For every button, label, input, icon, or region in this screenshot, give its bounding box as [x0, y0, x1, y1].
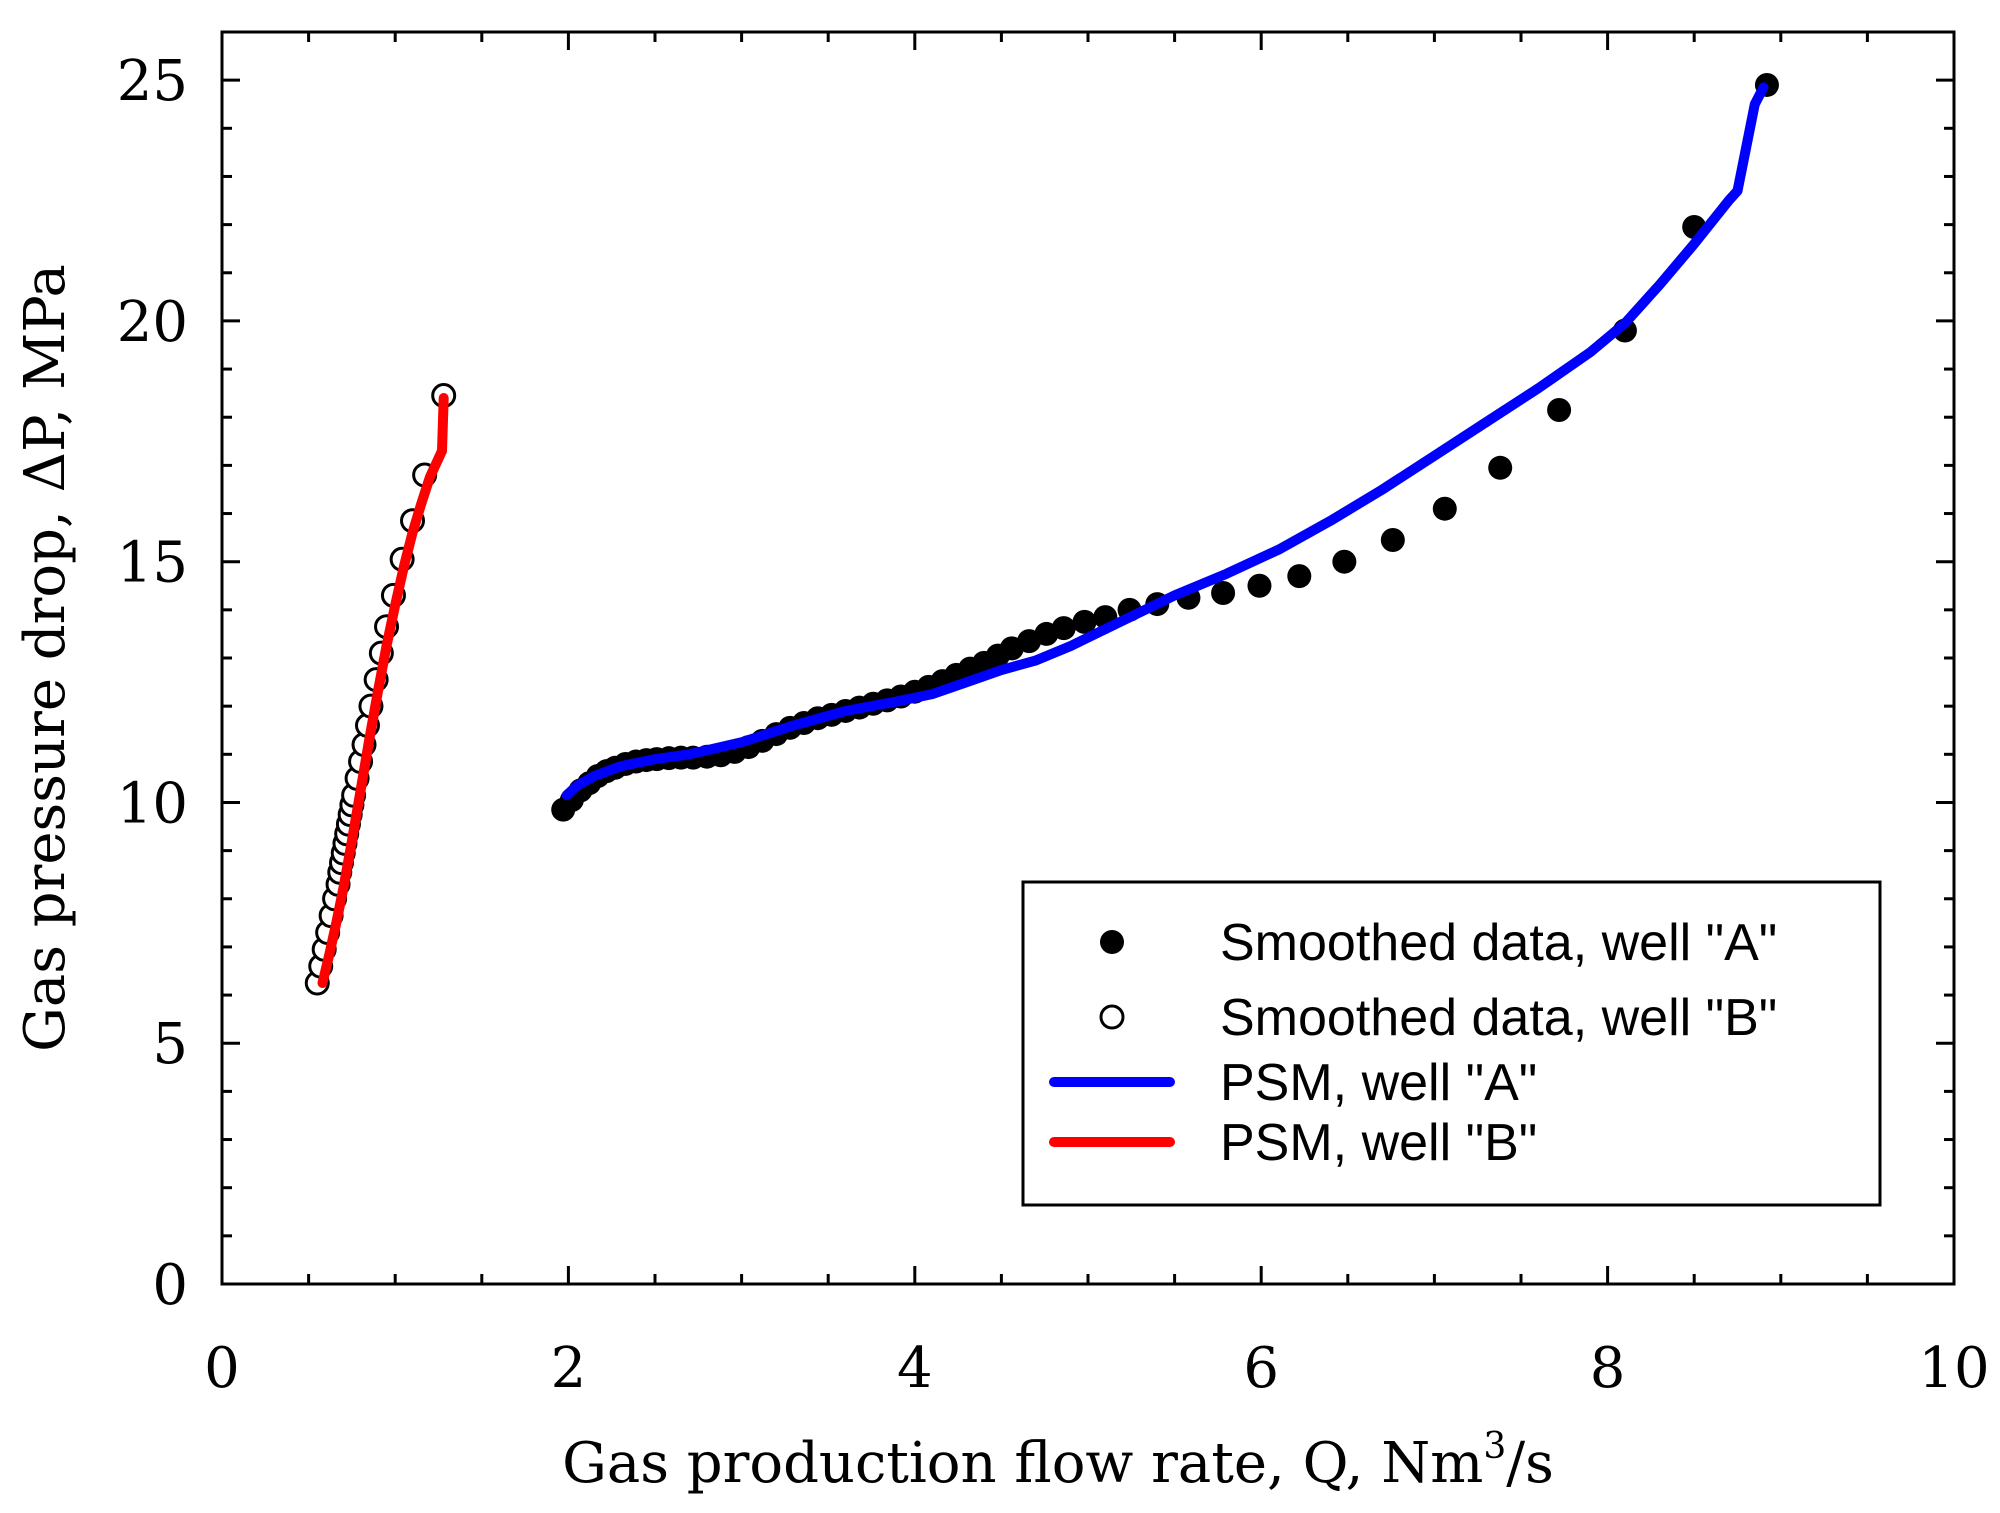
x-axis-title-superscript: 3	[1483, 1426, 1506, 1467]
smoothed-data-well-a-point	[1488, 455, 1513, 480]
smoothed-data-well-a-point	[1547, 398, 1572, 423]
smoothed-data-well-a-point	[1432, 496, 1457, 521]
y-tick-label: 10	[117, 771, 188, 836]
series-layer	[304, 72, 1779, 996]
x-axis-title-main: Gas production flow rate, Q, Nm	[562, 1431, 1483, 1496]
y-tick-label: 0	[152, 1253, 188, 1318]
x-tick-label: 2	[551, 1336, 587, 1401]
y-tick-label: 5	[152, 1012, 188, 1077]
legend: Smoothed data, well "A" Smoothed data, w…	[1021, 880, 1882, 1207]
x-axis-title: Gas production flow rate, Q, Nm3/s	[562, 1426, 1554, 1496]
psm-well-b-line	[317, 393, 449, 988]
legend-label-psm-b: PSM, well "B"	[1220, 1114, 1537, 1172]
legend-label-smoothed-b: Smoothed data, well "B"	[1220, 989, 1777, 1047]
smoothed-data-well-a-point	[1287, 564, 1312, 589]
smoothed-data-well-a-point	[1072, 609, 1097, 634]
smoothed-data-well-a-point	[1380, 528, 1405, 553]
x-tick-label: 0	[204, 1336, 240, 1401]
legend-marker-smoothed-b	[1099, 1004, 1125, 1030]
smoothed-data-well-a-point	[1211, 580, 1236, 605]
y-tick-label: 20	[117, 290, 188, 355]
smoothed-data-well-a-point	[1247, 573, 1272, 598]
legend-label-smoothed-a: Smoothed data, well "A"	[1220, 914, 1777, 972]
legend-marker-smoothed-a	[1100, 930, 1124, 954]
smoothed-data-well-a-point	[1332, 549, 1357, 574]
legend-box	[1021, 880, 1882, 1207]
x-tick-label: 4	[897, 1336, 933, 1401]
plot-frame	[220, 30, 1956, 1286]
ticks-group	[220, 30, 1956, 1286]
x-tick-label: 6	[1243, 1336, 1279, 1401]
x-tick-label: 10	[1918, 1336, 1989, 1401]
y-tick-label: 25	[117, 49, 188, 114]
x-axis-title-suffix: /s	[1506, 1431, 1554, 1496]
y-axis-title: Gas pressure drop, ΔP, MPa	[13, 264, 78, 1052]
y-tick-label: 15	[117, 531, 188, 596]
legend-label-psm-a: PSM, well "A"	[1220, 1054, 1537, 1112]
smoothed-data-well-a-point	[1051, 616, 1076, 641]
tick-labels: 0 2 4 6 8 10 0 5 10 15 20 25	[117, 49, 1990, 1401]
psm-well-a-line	[561, 82, 1769, 801]
x-tick-label: 8	[1590, 1336, 1626, 1401]
